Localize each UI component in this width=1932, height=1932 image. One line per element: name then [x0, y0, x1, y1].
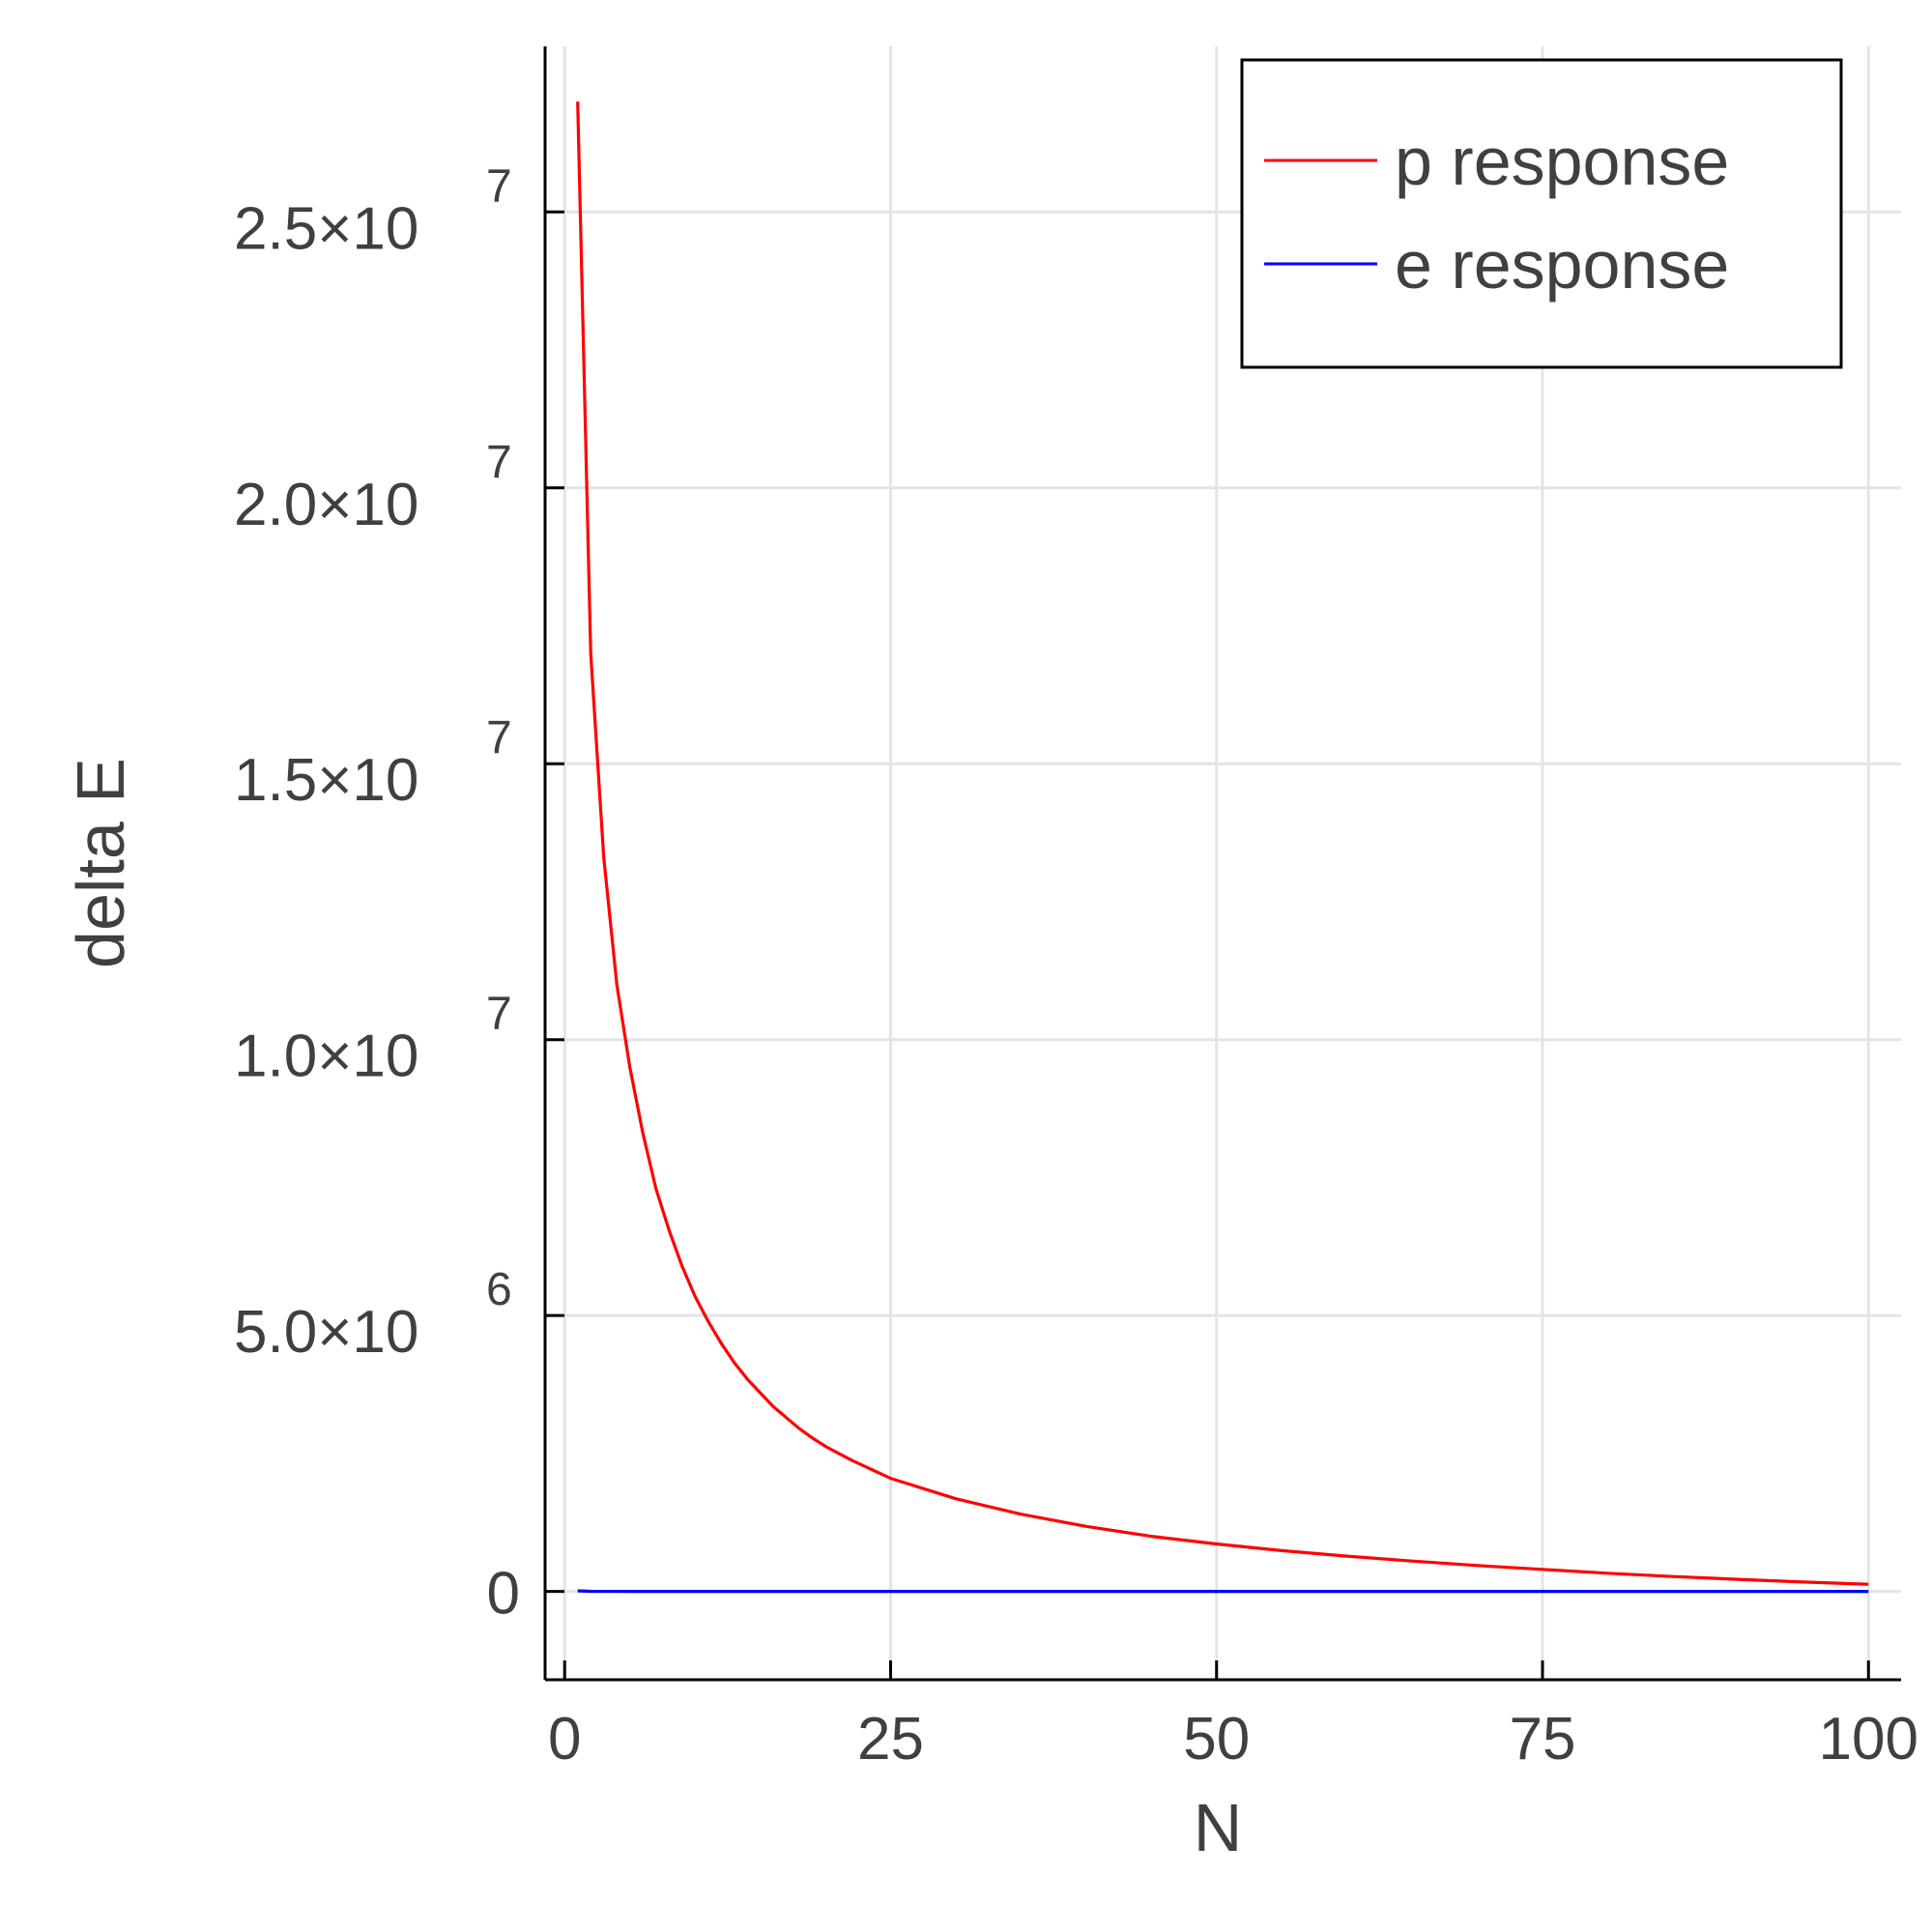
x-tick-label-2: 50 [1183, 1706, 1250, 1773]
legend-box [1240, 58, 1843, 369]
plot-area [576, 101, 1869, 1594]
tick-labels: 0 25 50 75 100 0 5.0×10 6 1.0×10 7 1.5×10 7 2.0×10 7 2… [234, 160, 1918, 1773]
y-tick-label-4: 2.0×10 [234, 472, 418, 538]
x-tick-label-4: 100 [1819, 1706, 1918, 1773]
series-line-p-response [576, 101, 1869, 1586]
y-tick-label-1: 5.0×10 [234, 1299, 418, 1366]
y-tick-label-5: 2.5×10 [234, 195, 418, 262]
y-tick-exponent-1: 6 [486, 1264, 512, 1315]
y-tick-exponent-3: 7 [486, 712, 512, 764]
legend: p response e response [1240, 58, 1843, 369]
x-tick-label-1: 25 [857, 1706, 924, 1773]
y-tick-label-0: 0 [487, 1561, 520, 1628]
y-axis-title: delta E [63, 758, 138, 968]
legend-label-p-response: p response [1395, 124, 1729, 199]
y-tick-label-3: 1.5×10 [234, 747, 418, 814]
axes [543, 46, 1901, 1682]
x-tick-label-3: 75 [1510, 1706, 1576, 1773]
y-tick-exponent-5: 7 [486, 160, 512, 212]
y-tick-exponent-2: 7 [486, 989, 512, 1040]
y-tick-exponent-4: 7 [486, 437, 512, 488]
series-line-e-response [577, 1589, 1869, 1594]
x-axis-title: N [1194, 1790, 1243, 1865]
y-tick-label-2: 1.0×10 [234, 1024, 418, 1090]
legend-label-e-response: e response [1395, 227, 1729, 303]
x-tick-label-0: 0 [548, 1706, 581, 1773]
